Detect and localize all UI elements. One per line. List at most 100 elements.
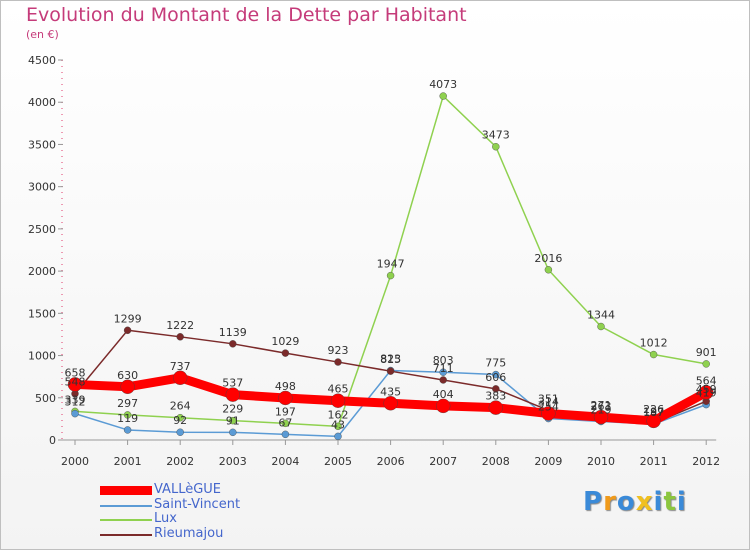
data-point — [334, 422, 342, 431]
data-label: 548 — [65, 376, 86, 389]
legend-label: Rieumajou — [154, 525, 224, 541]
legend-label: VALLèGUE — [154, 482, 222, 497]
logo-letter: t — [663, 487, 677, 517]
data-point — [281, 419, 290, 428]
data-label: 229 — [222, 403, 243, 416]
data-label: 263 — [591, 400, 612, 413]
data-point — [492, 143, 500, 151]
logo-letter: o — [616, 487, 636, 517]
data-label: 197 — [643, 405, 664, 418]
data-label: 312 — [65, 396, 86, 409]
data-label: 737 — [170, 360, 191, 373]
data-label: 606 — [485, 371, 506, 384]
data-label: 3473 — [482, 129, 510, 142]
data-label: 197 — [275, 405, 296, 418]
data-label: 264 — [170, 400, 191, 413]
data-label: 435 — [380, 385, 401, 398]
data-point — [541, 406, 556, 421]
legend-swatch — [100, 504, 152, 507]
data-point — [176, 414, 184, 422]
data-label: 219 — [591, 404, 612, 417]
data-point — [123, 326, 132, 335]
data-point — [488, 400, 503, 415]
x-tick-label: 2004 — [271, 455, 299, 468]
data-label: 465 — [328, 383, 349, 396]
logo-letter: i — [676, 487, 687, 517]
y-tick-label: 1500 — [28, 307, 56, 320]
data-label: 187 — [643, 406, 664, 419]
data-point — [281, 349, 290, 357]
data-point — [172, 370, 188, 385]
data-label: 1947 — [377, 258, 405, 271]
data-label: 658 — [65, 366, 86, 379]
data-point — [281, 430, 290, 439]
data-point — [334, 432, 342, 441]
data-point — [330, 393, 346, 408]
x-tick-label: 2008 — [482, 455, 510, 468]
data-label: 630 — [117, 369, 138, 382]
logo-letter: x — [635, 487, 654, 517]
data-label: 1222 — [166, 319, 194, 332]
data-point — [544, 266, 553, 274]
y-tick-label: 4000 — [28, 96, 56, 109]
logo-letter: r — [603, 487, 617, 517]
x-tick-label: 2009 — [534, 455, 562, 468]
data-point — [593, 409, 609, 425]
data-point — [71, 409, 79, 418]
legend-swatch — [100, 486, 152, 495]
y-tick-label: 3000 — [28, 181, 56, 194]
data-label: 803 — [433, 354, 454, 367]
x-tick-label: 2012 — [692, 455, 720, 468]
data-point — [439, 368, 447, 376]
data-label: 537 — [222, 377, 243, 390]
x-tick-label: 2005 — [324, 455, 352, 468]
data-label: 775 — [485, 357, 506, 370]
data-label: 2016 — [534, 252, 562, 265]
data-point — [439, 92, 447, 100]
data-label: 564 — [696, 374, 717, 387]
data-point — [492, 370, 500, 379]
data-label: 923 — [328, 344, 349, 357]
data-label: 1139 — [219, 326, 247, 339]
chart-subtitle: (en €) — [26, 28, 59, 41]
data-label: 823 — [380, 353, 401, 366]
data-label: 419 — [696, 387, 717, 400]
data-label: 711 — [433, 362, 454, 375]
data-label: 4073 — [429, 78, 457, 91]
data-point — [67, 377, 83, 392]
y-tick-label: 3500 — [28, 138, 56, 151]
y-tick-label: 4500 — [28, 54, 56, 67]
data-label: 1029 — [271, 335, 299, 348]
data-label: 92 — [173, 414, 187, 427]
data-label: 459 — [696, 383, 717, 396]
legend-swatch — [100, 519, 152, 521]
data-point — [229, 428, 237, 437]
data-label: 91 — [226, 414, 240, 427]
data-point — [439, 376, 447, 384]
data-point — [386, 367, 395, 375]
data-label: 1299 — [114, 312, 142, 325]
y-tick-label: 2000 — [28, 265, 56, 278]
logo-letter: i — [653, 487, 664, 517]
data-point — [278, 390, 293, 406]
data-point — [383, 396, 398, 411]
data-point — [225, 387, 241, 402]
data-label: 226 — [643, 403, 664, 416]
data-label: 815 — [380, 353, 401, 366]
data-label: 314 — [538, 395, 559, 408]
data-point — [334, 358, 342, 366]
legend-swatch — [100, 533, 152, 536]
data-label: 351 — [538, 392, 559, 405]
data-label: 498 — [275, 380, 296, 393]
data-label: 162 — [328, 408, 349, 421]
data-point — [649, 350, 658, 359]
data-point — [229, 340, 237, 348]
y-tick-label: 500 — [35, 392, 56, 405]
data-label: 67 — [278, 416, 292, 429]
data-point — [176, 333, 184, 341]
proxiti-logo: Proxiti — [583, 487, 687, 517]
data-point — [123, 411, 132, 419]
data-label: 1012 — [640, 337, 668, 350]
